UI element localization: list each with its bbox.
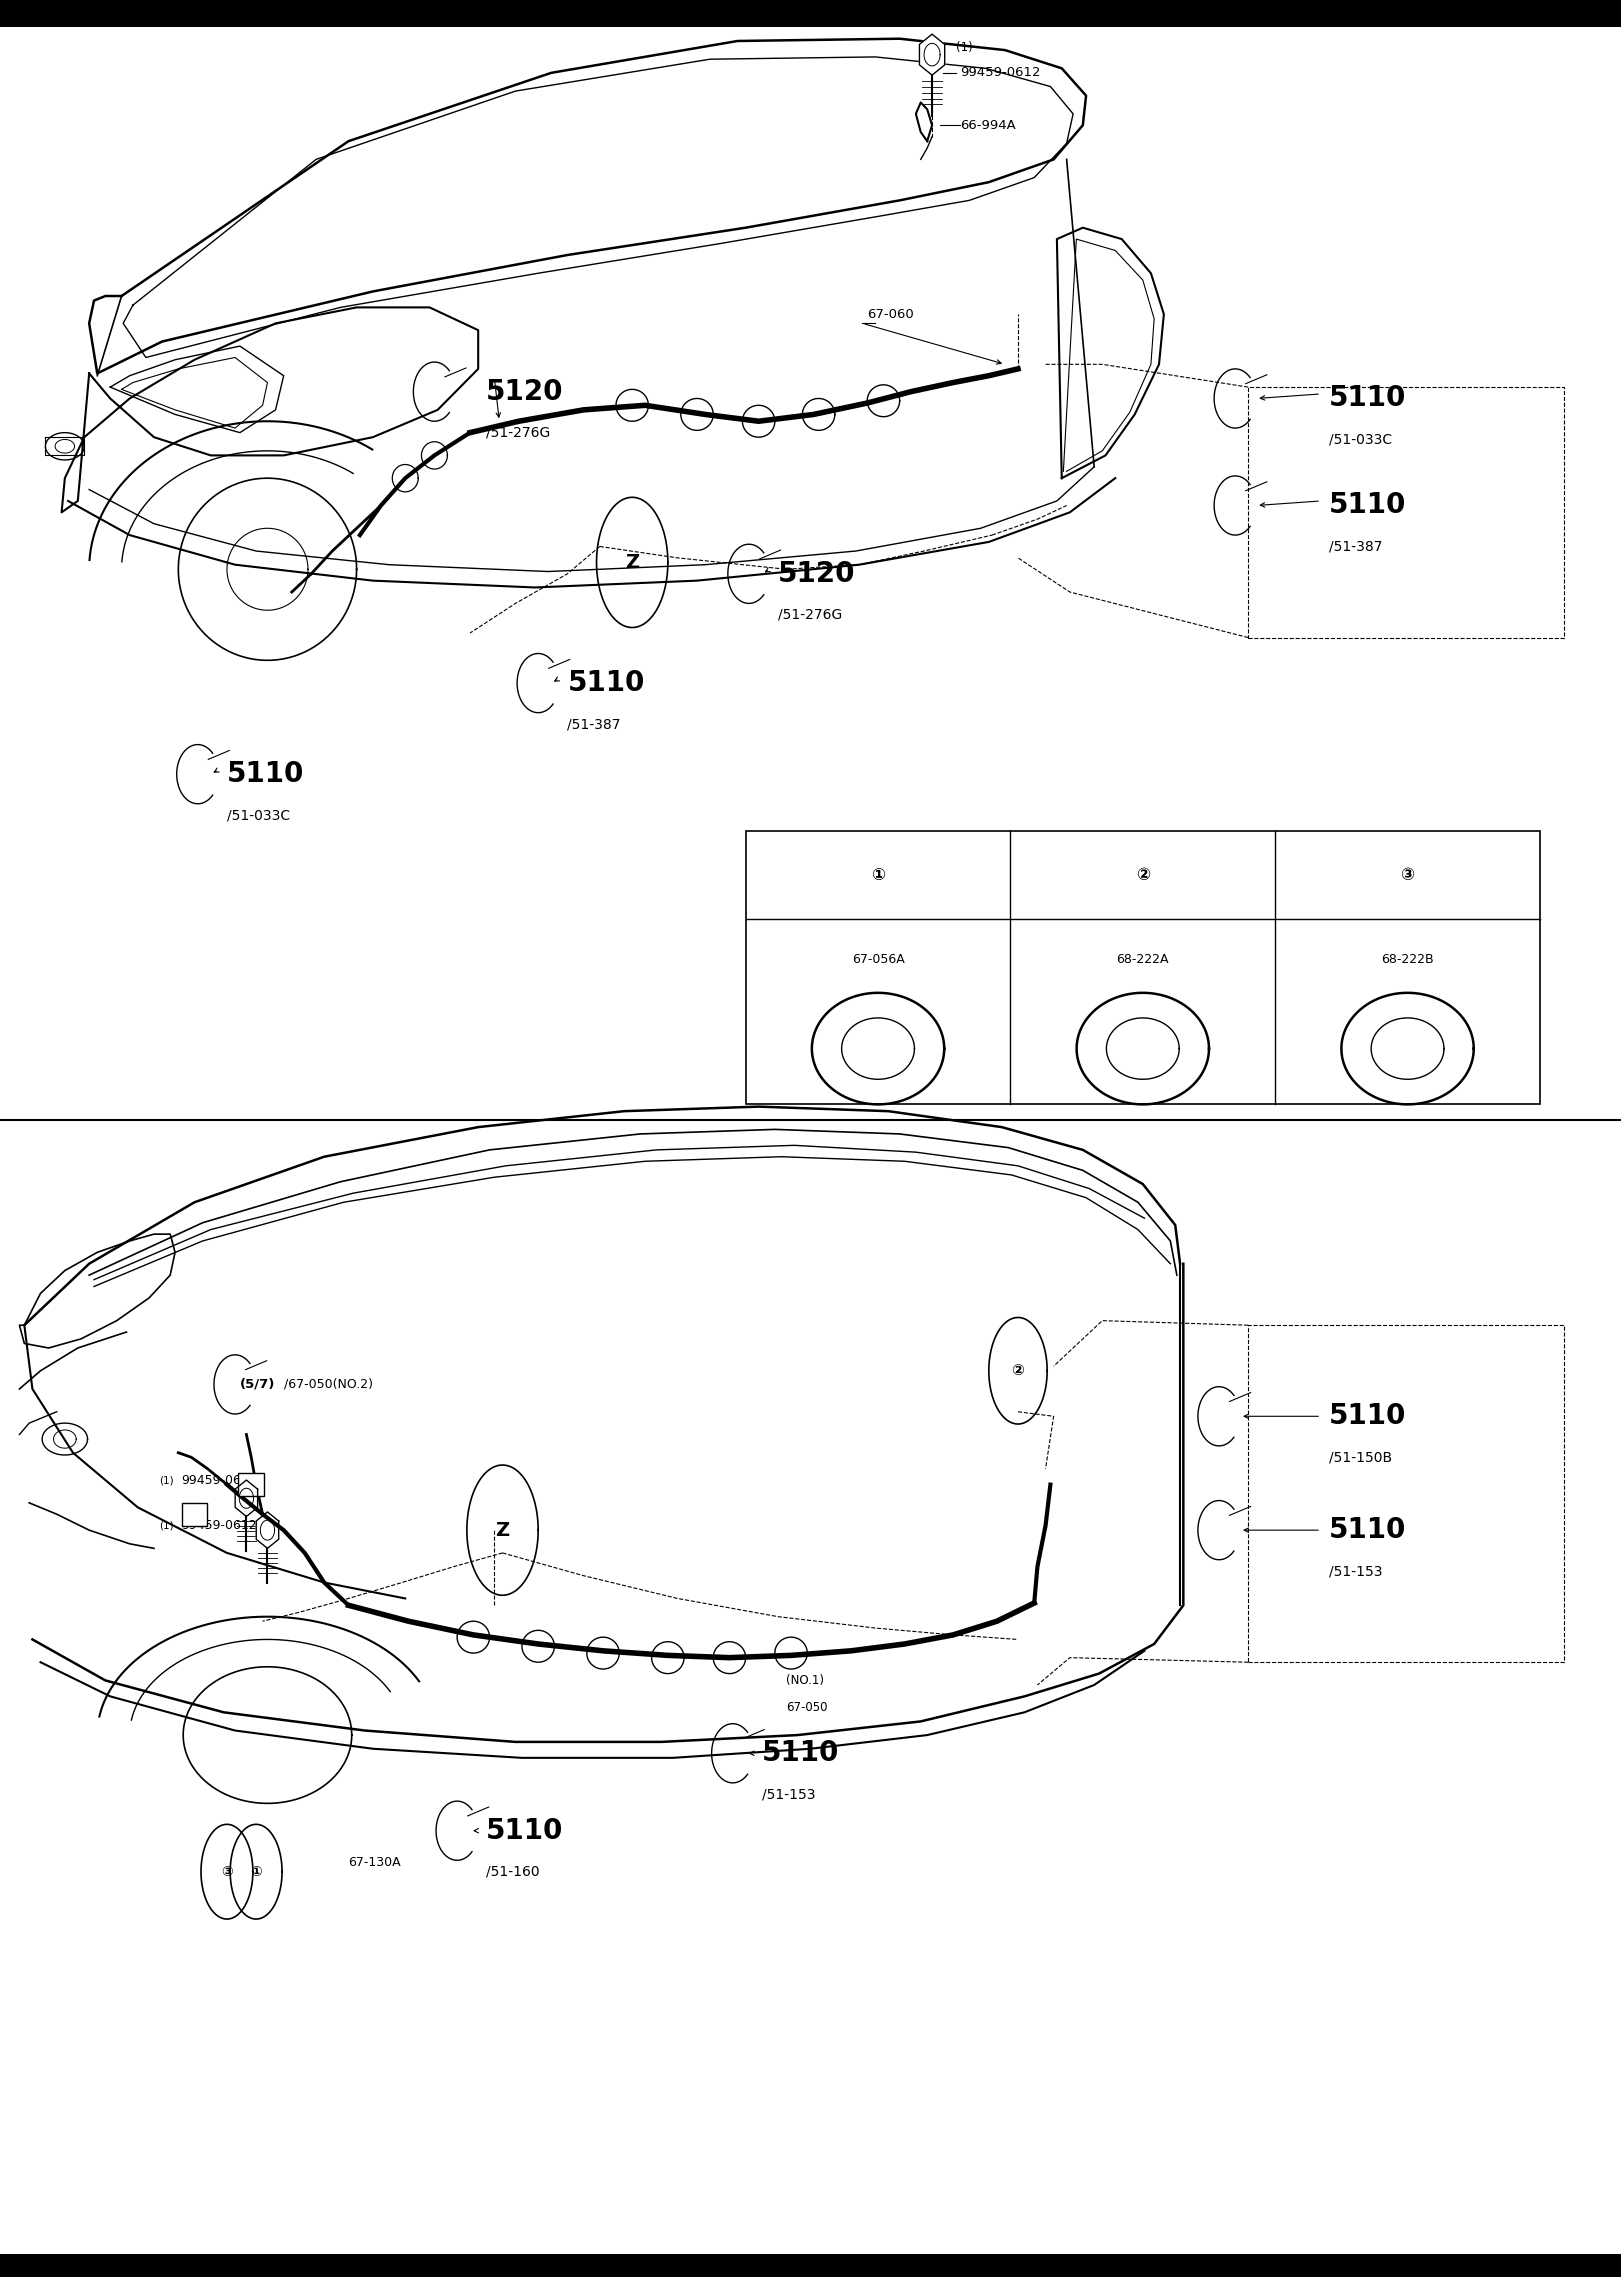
Text: /51-153: /51-153 [762, 1787, 815, 1801]
Text: 68-222B: 68-222B [1381, 952, 1435, 965]
Bar [238, 1473, 264, 1496]
Text: 67-130A: 67-130A [349, 1856, 400, 1869]
Bar [0, 0, 1621, 27]
Text: ③: ③ [220, 1865, 233, 1879]
Text: ③: ③ [1401, 865, 1415, 883]
Text: /51-387: /51-387 [1329, 540, 1383, 553]
Text: 67-060: 67-060 [867, 307, 914, 321]
Text: (NO.1): (NO.1) [786, 1674, 823, 1687]
Text: /51-276G: /51-276G [778, 608, 843, 622]
Bar [0, 2254, 1621, 2277]
Text: 5110: 5110 [227, 761, 305, 788]
Text: /51-150B: /51-150B [1329, 1450, 1392, 1464]
Text: (1): (1) [956, 41, 973, 55]
Text: (1): (1) [159, 1475, 173, 1485]
Text: 5110: 5110 [762, 1740, 840, 1767]
Text: ①: ① [250, 1865, 263, 1879]
Text: /67-050(NO.2): /67-050(NO.2) [284, 1378, 373, 1391]
Text: 5120: 5120 [486, 378, 564, 405]
Polygon shape [919, 34, 945, 75]
Text: 99459-0612: 99459-0612 [960, 66, 1041, 80]
Text: 5110: 5110 [486, 1817, 564, 1844]
Polygon shape [256, 1512, 279, 1548]
Text: 5110: 5110 [567, 669, 645, 697]
Text: 5110: 5110 [1329, 385, 1407, 412]
Text: /51-276G: /51-276G [486, 426, 551, 439]
Text: Z: Z [496, 1521, 509, 1539]
Text: 5110: 5110 [1329, 1403, 1407, 1430]
Text: 99459-0612: 99459-0612 [182, 1473, 258, 1487]
Text: 66-994A: 66-994A [960, 118, 1015, 132]
Text: 5110: 5110 [1329, 492, 1407, 519]
Bar [746, 831, 1540, 1104]
Text: 5110: 5110 [1329, 1516, 1407, 1544]
Text: 99459-0612: 99459-0612 [182, 1519, 258, 1532]
Text: ②: ② [1136, 865, 1149, 883]
Text: /51-387: /51-387 [567, 717, 621, 731]
Text: /51-033C: /51-033C [1329, 433, 1392, 446]
Text: /51-153: /51-153 [1329, 1564, 1383, 1578]
Text: ②: ② [1012, 1364, 1024, 1378]
Polygon shape [235, 1480, 258, 1516]
Text: 67-056A: 67-056A [851, 952, 905, 965]
Bar [182, 1503, 207, 1526]
Text: 5120: 5120 [778, 560, 856, 587]
Text: (5/7): (5/7) [240, 1378, 276, 1391]
Text: Z: Z [626, 553, 639, 572]
Text: 68-222A: 68-222A [1117, 952, 1169, 965]
Text: 67-050: 67-050 [786, 1701, 828, 1715]
Text: ①: ① [870, 865, 885, 883]
Text: /51-160: /51-160 [486, 1865, 540, 1879]
Text: (1): (1) [159, 1521, 173, 1530]
Text: /51-033C: /51-033C [227, 808, 290, 822]
